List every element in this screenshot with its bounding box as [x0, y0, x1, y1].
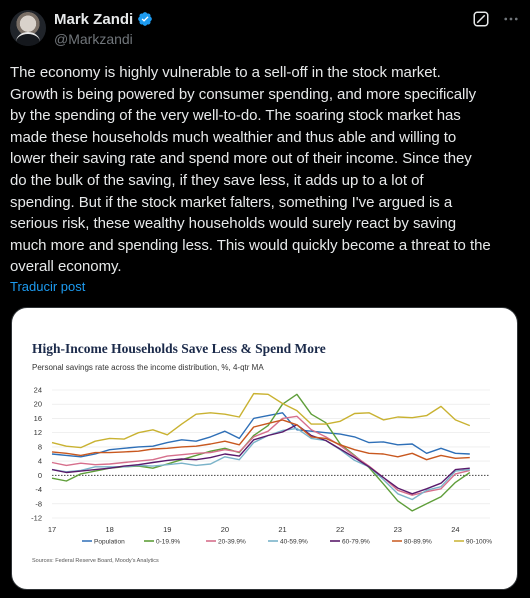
legend-label: 40-59.9%: [280, 539, 308, 546]
chart-legend: Population 0-19.9% 20-39.9% 40-59.9% 60-79.9…: [82, 539, 492, 546]
tweet-text-line: serious risk, these wealthy households w…: [10, 215, 457, 233]
savings-rate-chart: High-Income Households Save Less & Spend…: [31, 341, 492, 564]
series-line-60-79-9-: [51, 424, 470, 495]
series-line-population: [51, 412, 470, 458]
y-tick-label: 20: [34, 400, 42, 409]
author-handle[interactable]: @Markzandi: [54, 31, 133, 47]
top-actions: [472, 10, 520, 28]
chart-subtitle: Personal savings rate across the income …: [32, 363, 264, 372]
x-tick-label: 17: [48, 525, 56, 534]
author-name[interactable]: Mark Zandi: [54, 10, 134, 28]
y-tick-label: -12: [31, 514, 42, 523]
legend-label: 20-39.9%: [218, 539, 246, 546]
x-tick-label: 18: [105, 525, 113, 534]
x-axis-ticks: 17 18 19 20 21 22 23 24: [48, 525, 460, 534]
y-tick-label: 4: [38, 457, 42, 466]
series-line-20-39-9-: [51, 415, 470, 496]
tweet-text-line: The economy is highly vulnerable to a se…: [10, 64, 441, 81]
series-line-80-89-9-: [51, 419, 470, 461]
tweet-text-line: do the bulk of the saving, if they save …: [10, 171, 424, 189]
x-tick-label: 20: [221, 525, 229, 534]
chart-grid: [52, 389, 490, 519]
translate-link[interactable]: Traducir post: [10, 279, 86, 294]
author-block: Mark Zandi @Markzandi: [54, 10, 153, 47]
avatar[interactable]: [10, 10, 46, 46]
more-icon[interactable]: [502, 10, 520, 28]
tweet-text-line: Growth is being powered by consumer spen…: [10, 85, 477, 103]
tweet-text-line: made these households much wealthier and…: [10, 128, 457, 146]
chart-source: Sources: Federal Reserve Board, Moody's …: [32, 558, 159, 564]
y-tick-label: 12: [34, 428, 42, 437]
y-tick-label: 24: [34, 386, 42, 395]
x-tick-label: 22: [336, 525, 344, 534]
y-tick-label: 16: [34, 414, 42, 423]
legend-label: 80-89.9%: [404, 539, 432, 546]
legend-label: 90-100%: [466, 539, 492, 546]
y-tick-label: -4: [35, 485, 42, 494]
y-tick-label: -8: [35, 499, 42, 508]
series-line-90-100-: [51, 392, 471, 449]
tweet-text-line: lower their saving rate and spend more o…: [10, 150, 472, 168]
tweet-text: The economy is highly vulnerable to a se…: [10, 62, 522, 278]
legend-label: Population: [94, 539, 125, 546]
tweet-text-line: overall economy.: [10, 258, 122, 276]
x-tick-label: 24: [451, 525, 459, 534]
tweet-media-chart[interactable]: High-Income Households Save Less & Spend…: [11, 307, 518, 590]
tweet-text-line: spending. But if the stock market falter…: [10, 193, 453, 211]
tweet-text-line: much more and spending less. This would …: [10, 236, 491, 254]
x-tick-label: 19: [163, 525, 171, 534]
tweet-text-line: by the spending of the very well-to-do. …: [10, 107, 461, 125]
legend-label: 0-19.9%: [156, 539, 180, 546]
grok-icon[interactable]: [472, 10, 490, 28]
author-name-row: Mark Zandi: [54, 10, 153, 28]
y-tick-label: 8: [38, 442, 42, 451]
x-tick-label: 21: [278, 525, 286, 534]
y-tick-label: 0: [38, 471, 42, 480]
y-axis-ticks: 24 20 16 12 8 4 0 -4 -8 -12: [31, 386, 42, 523]
legend-label: 60-79.9%: [342, 539, 370, 546]
verified-badge-icon: [138, 12, 153, 26]
chart-series: [51, 392, 471, 512]
x-tick-label: 23: [394, 525, 402, 534]
chart-title: High-Income Households Save Less & Spend…: [32, 341, 326, 356]
